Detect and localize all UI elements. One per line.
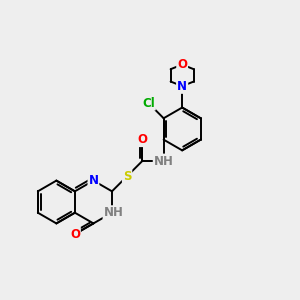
Text: O: O (70, 228, 80, 241)
Text: N: N (177, 80, 187, 93)
Text: O: O (177, 58, 187, 71)
Text: N: N (88, 174, 98, 187)
Text: NH: NH (103, 206, 123, 219)
Text: NH: NH (154, 154, 174, 167)
Text: Cl: Cl (142, 97, 155, 110)
Text: N: N (177, 80, 187, 93)
Text: O: O (137, 133, 147, 146)
Text: S: S (123, 170, 131, 183)
